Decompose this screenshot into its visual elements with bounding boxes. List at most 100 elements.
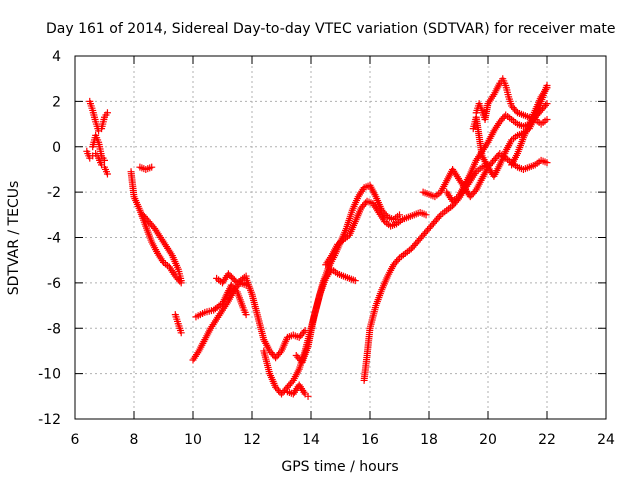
- data-point: [466, 193, 474, 201]
- series-arc-15: [322, 197, 430, 269]
- data-point: [227, 281, 235, 289]
- x-tick-label: 20: [479, 432, 497, 448]
- series-arc-17: [419, 150, 551, 201]
- series-arc-6: [139, 211, 185, 285]
- data-point: [278, 390, 285, 398]
- series-arc-20: [469, 81, 551, 180]
- grid: [75, 56, 606, 419]
- data-point: [143, 216, 151, 224]
- series-arc-1: [83, 147, 111, 178]
- series-arc-4: [136, 163, 156, 173]
- y-tick-label: -6: [47, 276, 61, 292]
- data-point: [407, 245, 415, 253]
- y-axis-label: SDTVAR / TECUs: [6, 181, 22, 296]
- data-point: [499, 114, 507, 122]
- data-point: [431, 218, 439, 226]
- data-point: [288, 378, 296, 386]
- data-point: [230, 276, 238, 284]
- data-point: [149, 223, 157, 231]
- data-point: [242, 311, 250, 319]
- series-arc-11: [242, 274, 309, 362]
- data-point: [413, 238, 421, 246]
- data-point: [497, 116, 505, 124]
- data-point: [139, 211, 147, 219]
- series-arc-3: [89, 131, 108, 164]
- data-point: [351, 277, 359, 285]
- data-point: [285, 382, 293, 390]
- data-point: [229, 283, 237, 291]
- x-tick-label: 8: [130, 432, 139, 448]
- data-point: [422, 228, 430, 236]
- data-point: [294, 353, 302, 361]
- data-point: [103, 109, 111, 117]
- data-point: [542, 101, 550, 109]
- data-point: [272, 383, 280, 391]
- data-point: [493, 153, 501, 161]
- data-point: [425, 224, 433, 232]
- data-point: [232, 286, 240, 294]
- data-point: [103, 170, 111, 178]
- data-point: [142, 214, 150, 222]
- data-point: [269, 350, 277, 358]
- data-point: [469, 189, 477, 197]
- data-point: [394, 256, 402, 264]
- data-point: [412, 240, 420, 248]
- data-point: [424, 226, 432, 234]
- data-point: [101, 156, 108, 164]
- data-point: [229, 274, 237, 282]
- series-arc-7: [171, 311, 185, 337]
- data-point: [429, 219, 437, 227]
- data-point: [471, 188, 479, 196]
- data-point: [230, 285, 238, 293]
- series-arc-13: [283, 381, 312, 400]
- y-tick-label: -10: [38, 367, 61, 383]
- data-point: [511, 105, 519, 113]
- data-point: [140, 213, 148, 221]
- series-arc-14: [292, 265, 359, 366]
- data-point: [227, 273, 235, 281]
- data-point: [304, 392, 312, 400]
- data-point: [428, 221, 436, 229]
- data-point: [409, 243, 417, 251]
- series-arc-18: [443, 100, 551, 205]
- x-axis-label: GPS time / hours: [281, 459, 398, 475]
- x-tick-label: 10: [184, 432, 202, 448]
- data-point: [422, 211, 430, 219]
- data-point: [491, 155, 499, 163]
- data-points: [83, 75, 551, 400]
- data-point: [300, 328, 308, 336]
- data-point: [391, 259, 399, 267]
- data-point: [275, 387, 283, 395]
- data-point: [273, 352, 281, 360]
- data-point: [393, 257, 401, 265]
- data-point: [490, 156, 498, 164]
- data-point: [468, 191, 476, 199]
- x-tick-label: 24: [597, 432, 615, 448]
- data-point: [416, 235, 424, 243]
- data-point: [543, 100, 551, 108]
- data-point: [359, 202, 367, 210]
- data-point: [177, 329, 185, 337]
- series-arc-21: [508, 84, 551, 169]
- data-point: [357, 204, 365, 212]
- data-point: [226, 271, 234, 279]
- x-tick-label: 12: [243, 432, 261, 448]
- data-point: [381, 210, 389, 218]
- data-point: [434, 214, 442, 222]
- data-point: [396, 211, 403, 219]
- data-point: [276, 349, 284, 357]
- data-point: [148, 163, 156, 171]
- chart-title: Day 161 of 2014, Sidereal Day-to-day VTE…: [46, 21, 616, 37]
- y-tick-label: -8: [47, 321, 61, 337]
- series-arc-2: [86, 97, 111, 135]
- y-tick-label: -2: [47, 185, 61, 201]
- data-point: [410, 241, 418, 249]
- data-point: [272, 354, 280, 362]
- data-point: [360, 201, 368, 209]
- data-point: [509, 104, 517, 112]
- data-point: [145, 218, 153, 226]
- y-tick-label: -4: [47, 231, 61, 247]
- series-arc-9: [192, 281, 250, 321]
